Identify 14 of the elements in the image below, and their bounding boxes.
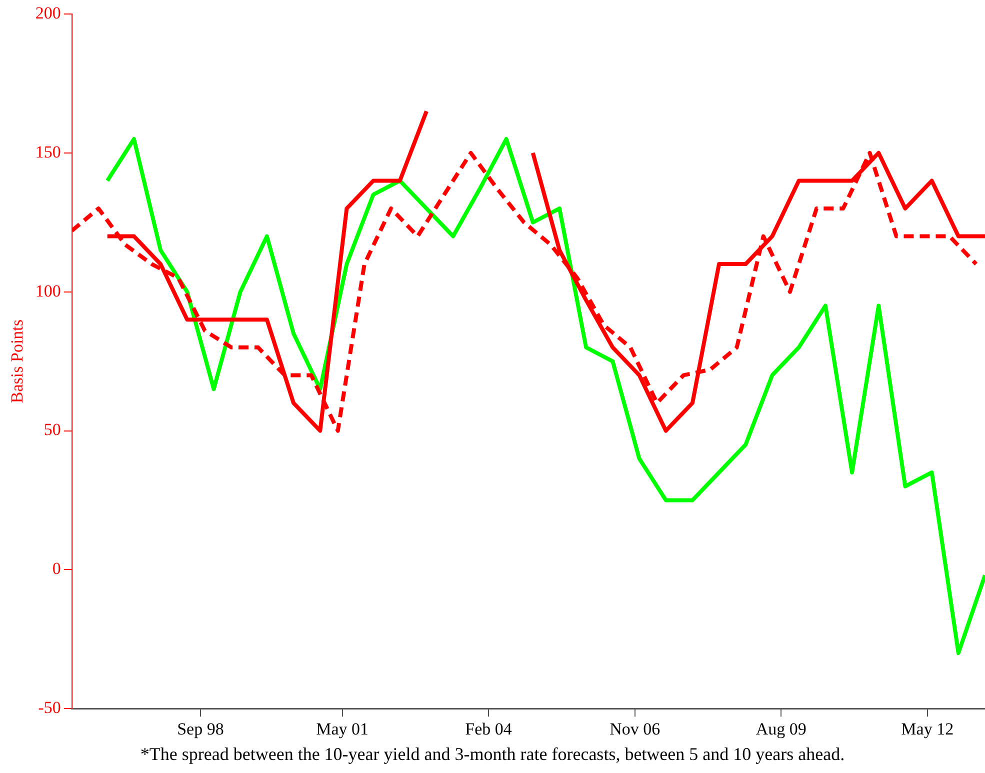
y-tick-label: 50 [44, 420, 61, 440]
y-tick-label: 0 [52, 559, 61, 578]
x-tick-label: Aug 09 [756, 719, 806, 738]
x-tick-label: May 01 [316, 719, 368, 738]
y-tick-label: 100 [35, 281, 61, 300]
x-tick-label: May 12 [901, 719, 954, 738]
y-tick-label: 200 [35, 3, 61, 22]
y-axis-title: Basis Points [8, 319, 27, 404]
y-tick-label: 150 [35, 142, 61, 162]
x-tick-label: Sep 98 [177, 719, 224, 738]
x-tick-label: Nov 06 [610, 719, 660, 738]
text: *The spread between the 10-year yield and 3-month rate forecasts, between 5 and 10 years ahead. [139, 743, 846, 765]
y-tick-label: -50 [38, 698, 61, 718]
x-tick-label: Feb 04 [465, 719, 512, 738]
